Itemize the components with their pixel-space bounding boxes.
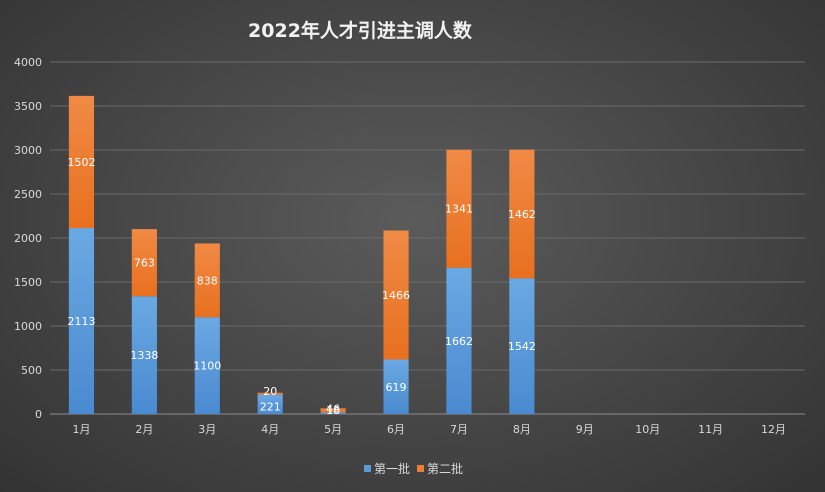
y-tick-label: 3000 [14, 144, 42, 157]
data-label: 1338 [130, 349, 158, 362]
x-tick-label: 10月 [635, 423, 660, 436]
bar-series2 [383, 230, 409, 360]
bar-series2 [194, 243, 220, 318]
data-label: 1542 [508, 340, 536, 353]
data-label: 46 [326, 402, 340, 415]
x-tick-label: 3月 [198, 423, 216, 436]
data-label: 20 [263, 385, 277, 398]
x-tick-label: 6月 [387, 423, 405, 436]
data-label: 838 [197, 274, 218, 287]
data-label: 1462 [508, 208, 536, 221]
y-tick-label: 1500 [14, 276, 42, 289]
legend: 第一批 第二批 [364, 461, 463, 476]
bar-series2 [68, 95, 95, 229]
chart-title: 2022年人才引进主调人数 [248, 19, 473, 42]
bars [68, 95, 535, 414]
x-tick-label: 12月 [761, 423, 786, 436]
legend-label-2: 第二批 [427, 461, 463, 476]
bar-series1 [131, 296, 157, 414]
bar-series1 [446, 267, 472, 414]
bar-series1 [68, 228, 95, 414]
x-tick-label: 9月 [576, 423, 594, 436]
data-label: 763 [134, 257, 155, 270]
bar-series1 [383, 359, 409, 414]
y-axis-ticks: 0 500 1000 1500 2000 2500 3000 3500 4000 [14, 56, 42, 421]
x-tick-label: 7月 [450, 423, 468, 436]
data-label: 1100 [193, 360, 221, 373]
y-tick-label: 2000 [14, 232, 42, 245]
bar-series1 [194, 317, 220, 414]
y-tick-label: 1000 [14, 320, 42, 333]
x-tick-label: 4月 [261, 423, 279, 436]
bar-series2 [320, 408, 346, 413]
data-label: 1466 [382, 289, 410, 302]
legend-swatch-1 [364, 465, 371, 472]
bar-series1 [257, 394, 283, 414]
bar-series2 [509, 149, 535, 279]
bar-series2 [131, 229, 157, 297]
data-label: 18 [326, 404, 340, 417]
bar-series1 [320, 412, 346, 414]
y-tick-label: 3500 [14, 100, 42, 113]
y-tick-label: 2500 [14, 188, 42, 201]
x-tick-label: 1月 [72, 423, 90, 436]
data-label: 2113 [67, 315, 95, 328]
y-tick-label: 4000 [14, 56, 42, 69]
legend-swatch-2 [417, 465, 424, 472]
data-label: 619 [386, 381, 407, 394]
x-tick-label: 11月 [698, 423, 723, 436]
data-label: 1662 [445, 335, 473, 348]
data-label: 221 [260, 400, 281, 413]
x-tick-label: 8月 [513, 423, 531, 436]
gridlines [50, 61, 805, 415]
legend-label-1: 第一批 [374, 461, 410, 476]
data-label: 1341 [445, 203, 473, 216]
x-tick-label: 5月 [324, 423, 342, 436]
x-tick-label: 2月 [135, 423, 153, 436]
y-tick-label: 500 [21, 364, 42, 377]
data-label: 1502 [67, 156, 95, 169]
bar-series2 [257, 392, 283, 395]
bar-series2 [446, 149, 472, 268]
bar-series1 [509, 278, 535, 414]
x-axis-ticks: 1月 2月 3月 4月 5月 6月 7月 8月 9月 10月 11月 12月 [72, 423, 786, 436]
y-tick-label: 0 [35, 408, 42, 421]
